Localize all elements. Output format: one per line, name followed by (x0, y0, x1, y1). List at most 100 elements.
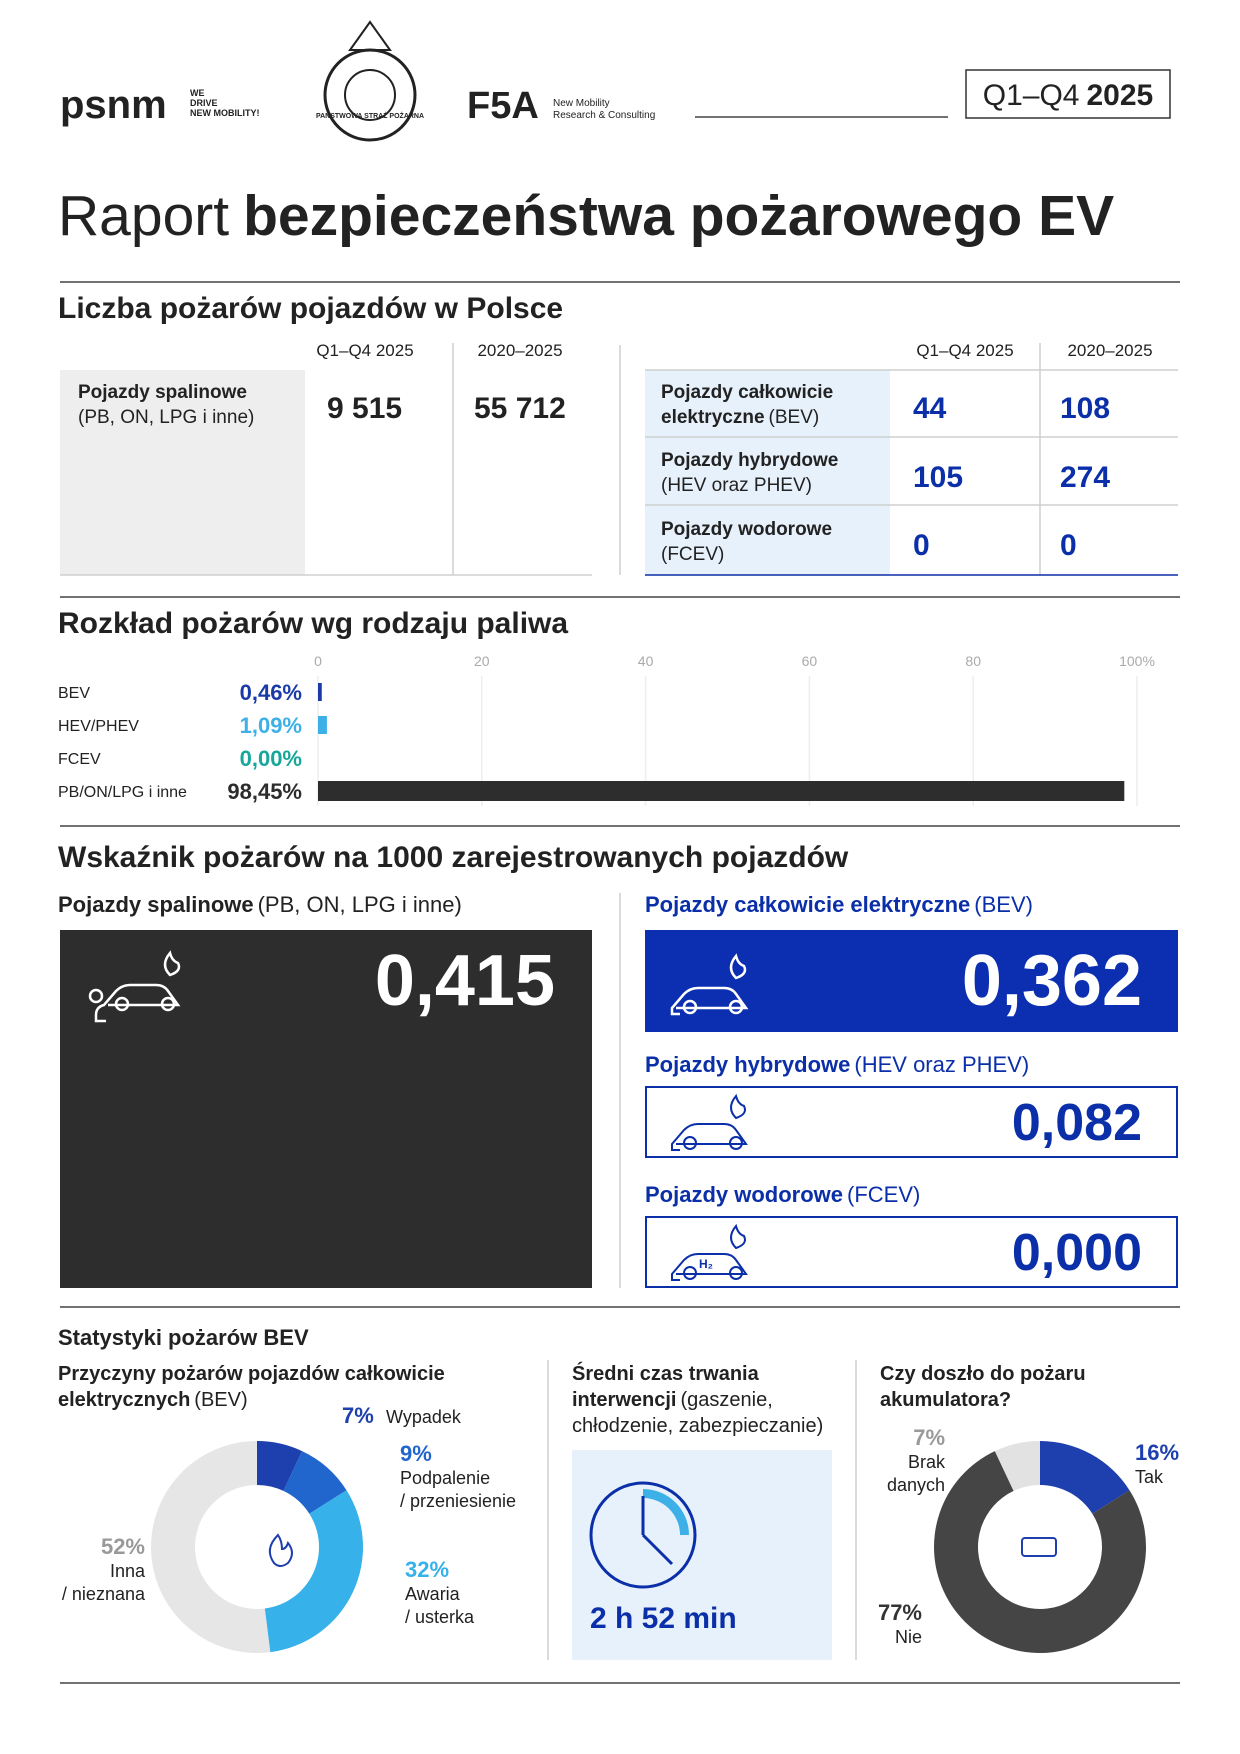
psnm-tagline: WE (190, 88, 205, 98)
category-label: Awaria (405, 1584, 461, 1604)
value-label: 7% (342, 1403, 374, 1428)
duration-value: 2 h 52 min (590, 1602, 737, 1635)
column-header: 2020–2025 (477, 341, 562, 360)
x-tick-label: 0 (314, 653, 322, 669)
category-label: Wypadek (386, 1407, 462, 1427)
category-label: / nieznana (62, 1584, 146, 1604)
rate-label-regular: (FCEV) (847, 1182, 920, 1207)
x-tick-label: 60 (802, 653, 818, 669)
row-label-bold: elektryczne (661, 407, 765, 428)
category-label: / usterka (405, 1607, 475, 1627)
car-wheel (683, 1266, 697, 1280)
f5a-tagline: New Mobility (553, 98, 610, 109)
page-title: Raport bezpieczeństwa pożarowego EV (58, 184, 1114, 248)
donuts: 7% Wypadek 9%Podpalenie / przeniesienie 32%A… (62, 1403, 1179, 1653)
car-wheel (160, 996, 176, 1012)
h2-label: H₂ (699, 1257, 713, 1271)
row-label: Pojazdy wodorowe (661, 519, 832, 540)
flame (730, 1223, 746, 1250)
label-cell (645, 370, 890, 575)
rate-label-regular: (PB, ON, LPG i inne) (258, 892, 462, 917)
period-bold: 2025 (1086, 79, 1153, 112)
row-label: Pojazdy całkowicie (661, 382, 833, 403)
table-value: 44 (913, 392, 947, 425)
table-value: 0 (913, 529, 930, 562)
header: psnm WE DRIVE NEW MOBILITY! PAŃSTWOWA ST… (60, 20, 1171, 142)
table-value: 55 712 (474, 392, 566, 425)
category-label: Nie (895, 1627, 922, 1647)
emblem-text: PAŃSTWOWA STRAŻ POŻARNA (316, 111, 424, 120)
period-light: Q1–Q4 (983, 79, 1080, 112)
rate-label-bold: Pojazdy hybrydowe (645, 1052, 850, 1077)
car-wheel (728, 999, 744, 1015)
rate-label-regular: (BEV) (974, 892, 1033, 917)
donut-segment (283, 1451, 347, 1514)
rate-label-regular: (HEV oraz PHEV) (854, 1052, 1029, 1077)
category-label: BEV (58, 685, 90, 702)
value-label: 16% (1135, 1440, 1179, 1465)
column-header: 2020–2025 (1067, 341, 1152, 360)
rate-label: Pojazdy wodorowe (FCEV) (645, 1182, 920, 1207)
car-wheel (729, 1266, 743, 1280)
clock-face (589, 1481, 697, 1589)
x-tick-label: 100% (1119, 653, 1155, 669)
clock-icon (589, 1481, 697, 1589)
x-tick-label: 20 (474, 653, 490, 669)
value-label: 1,09% (240, 713, 302, 738)
car-icon (671, 1223, 748, 1281)
f5a-logo: F5A (467, 85, 539, 127)
duration-box (572, 1450, 832, 1660)
car-body (671, 1253, 748, 1281)
clock-arc (643, 1489, 689, 1535)
rate-box (60, 930, 592, 1288)
table-value: 274 (1060, 461, 1110, 494)
column-header: Q1–Q4 2025 (316, 341, 413, 360)
row-sublabel: (HEV oraz PHEV) (661, 475, 812, 496)
stat-title: Przyczyny pożarów pojazdów całkowicie (58, 1363, 445, 1385)
stat-title: interwencji (gaszenie, (572, 1389, 773, 1411)
stat-title-regular: (gaszenie, (680, 1389, 772, 1411)
section-heading: Rozkład pożarów wg rodzaju paliwa (58, 607, 568, 640)
car-body (671, 1123, 748, 1151)
rate-label-bold: Pojazdy spalinowe (58, 892, 254, 917)
rate-box (645, 1216, 1178, 1288)
stat-title-bold: elektrycznych (58, 1389, 190, 1411)
value-label: 7% (913, 1425, 945, 1450)
flame (730, 1093, 746, 1120)
period-box (965, 69, 1171, 119)
psnm-logo: psnm (60, 83, 167, 127)
rate-value: 0,000 (1012, 1224, 1142, 1282)
f5a-tagline: Research & Consulting (553, 110, 655, 121)
category-label: / przeniesienie (400, 1491, 516, 1511)
category-label: Inna (110, 1561, 146, 1581)
label-cell (60, 370, 305, 575)
stat-title: elektrycznych (BEV) (58, 1389, 248, 1411)
row-label: Pojazdy spalinowe (78, 382, 247, 403)
psnm-tagline: DRIVE (190, 98, 218, 108)
car-wheel (682, 999, 698, 1015)
flame (163, 950, 181, 977)
donut-segment (1040, 1441, 1130, 1514)
flame (729, 953, 747, 980)
value-label: 0,46% (240, 680, 302, 705)
category-label: Brak (908, 1452, 946, 1472)
value-label: 98,45% (227, 779, 302, 804)
table-value: 105 (913, 461, 963, 494)
fuel-bar-chart: 0 20 40 60 80 100% BEV 0,46% HEV/PHEV 1,09% FCEV 0,… (58, 653, 1155, 806)
category-label: FCEV (58, 751, 101, 768)
psnm-tagline: NEW MOBILITY! (190, 108, 260, 118)
rate-value: 0,415 (375, 941, 555, 1021)
value-label: 0,00% (240, 746, 302, 771)
stat-title-regular: (BEV) (194, 1389, 247, 1411)
title-bold: bezpieczeństwa pożarowego EV (243, 184, 1114, 248)
emblem-core (344, 69, 396, 121)
category-label: danych (887, 1475, 945, 1495)
row-label: Pojazdy hybrydowe (661, 450, 838, 471)
emblem-ring (323, 48, 417, 142)
rate-box (645, 930, 1178, 1032)
car-body (94, 983, 181, 1023)
category-label: HEV/PHEV (58, 718, 139, 735)
battery-icon (1021, 1537, 1057, 1557)
x-tick-label: 80 (965, 653, 981, 669)
